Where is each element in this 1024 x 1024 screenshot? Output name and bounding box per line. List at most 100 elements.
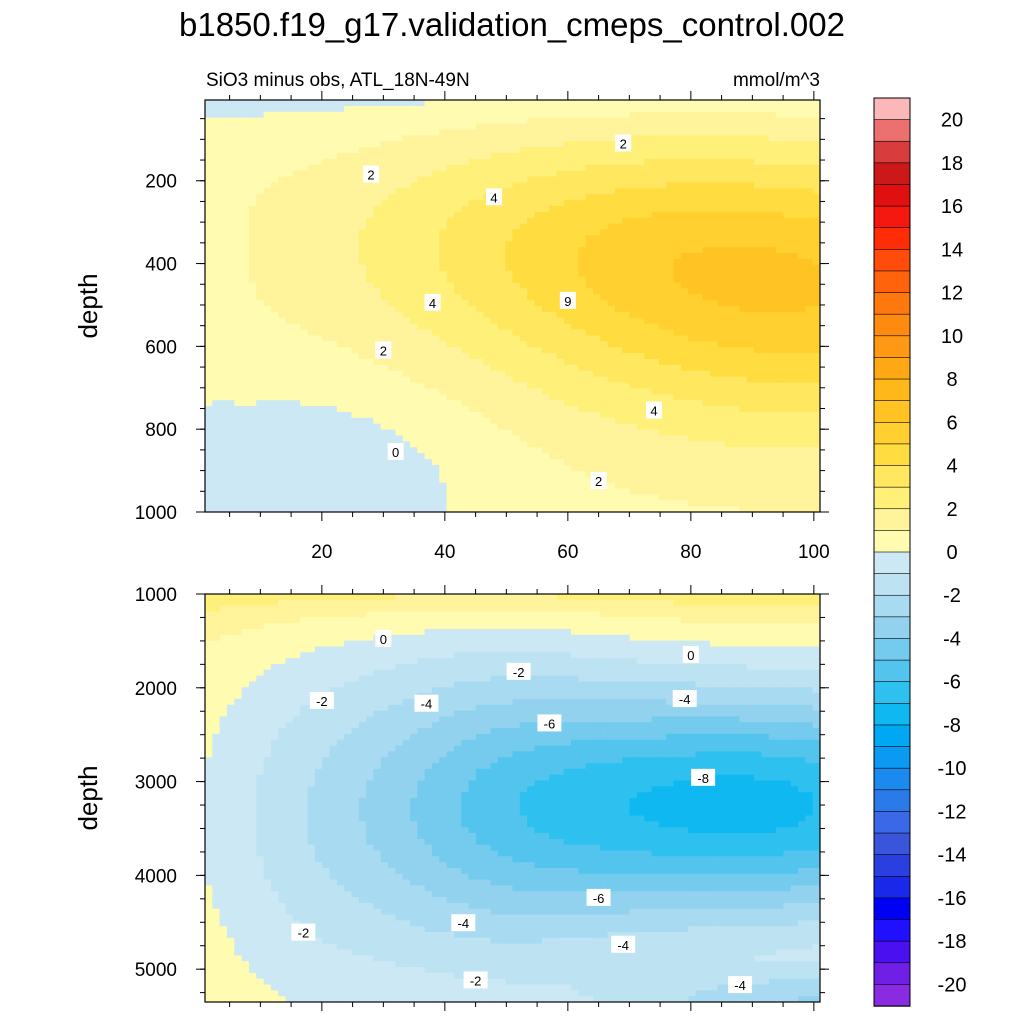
field-cell [241,123,250,131]
field-cell [380,211,389,219]
field-cell [212,152,221,160]
field-cell [453,406,462,413]
field-cell [527,188,536,195]
field-cell [431,158,440,166]
field-cell [717,311,726,319]
field-cell [673,476,682,484]
field-cell [256,235,265,242]
field-cell [512,158,521,166]
field-cell [380,205,389,213]
field-cell [461,282,470,289]
field-cell [578,459,587,466]
field-cell [329,459,338,466]
field-cell [585,235,594,242]
field-cell [366,141,374,148]
field-cell [366,341,374,348]
field-cell [410,282,418,289]
field-cell [644,317,653,325]
field-cell [702,311,711,319]
field-cell [636,341,645,348]
field-cell [373,211,382,219]
field-cell [468,241,477,248]
field-cell [702,353,711,360]
field-cell [278,429,287,437]
field-cell [380,311,389,319]
field-cell [644,141,653,148]
field-cell [336,470,345,478]
field-cell [688,229,697,236]
field-cell [724,188,733,195]
field-cell [585,358,594,366]
field-cell [256,229,265,236]
field-cell [563,100,572,107]
field-cell [380,282,389,289]
field-cell [607,376,616,384]
field-cell [651,470,660,478]
field-cell [234,470,243,478]
field-cell [600,447,609,454]
field-cell [285,147,294,154]
field-cell [300,459,309,466]
field-cell [314,235,323,242]
field-cell [205,170,213,178]
field-cell [468,382,477,389]
field-cell [717,447,726,454]
field-cell [644,341,653,348]
field-cell [410,147,418,154]
field-cell [585,264,594,272]
field-cell [205,388,213,395]
field-cell [351,364,360,372]
field-cell [351,270,360,278]
field-cell [600,394,609,401]
field-cell [307,211,316,219]
field-cell [680,376,689,384]
field-cell [607,500,616,507]
field-cell [651,235,660,242]
field-cell [636,253,645,260]
field-cell [410,164,418,172]
field-cell [673,506,682,512]
field-cell [512,453,521,460]
field-cell [212,482,221,490]
field-cell [226,506,235,512]
field-cell [205,247,213,254]
field-cell [248,400,257,407]
field-cell [490,494,499,501]
field-cell [212,223,221,231]
field-cell [688,111,697,119]
field-cell [431,329,440,337]
field-cell [658,182,667,189]
field-cell [497,441,506,448]
field-cell [505,459,514,466]
field-cell [402,229,411,236]
field-cell [607,100,616,107]
field-cell [717,453,726,460]
field-cell [366,347,374,354]
field-cell [505,347,514,354]
field-cell [285,270,294,278]
field-cell [256,105,265,113]
field-cell [651,241,660,248]
field-cell [453,306,462,313]
field-cell [680,347,689,354]
field-cell [388,329,396,337]
field-cell [600,459,609,466]
field-cell [248,176,257,183]
field-cell [373,182,382,189]
field-cell [388,176,396,183]
field-cell [234,459,243,466]
field-cell [263,117,272,125]
field-cell [461,288,470,295]
field-cell [512,400,521,407]
field-cell [549,194,558,201]
field-cell [644,358,653,366]
field-cell [431,341,440,348]
field-cell [241,364,250,372]
field-cell [380,306,389,313]
field-cell [622,223,631,231]
field-cell [710,417,719,425]
field-cell [373,470,382,478]
field-cell [336,358,345,366]
field-cell [475,141,484,148]
field-cell [388,411,396,419]
